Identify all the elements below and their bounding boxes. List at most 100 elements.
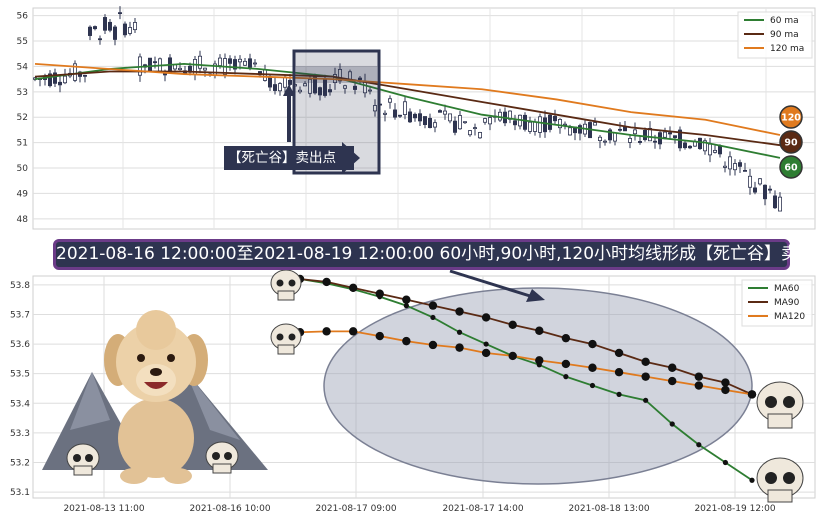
up-arrow-icon bbox=[283, 84, 295, 96]
candle-body bbox=[703, 140, 708, 152]
bottom-y-tick-label: 53.7 bbox=[10, 310, 30, 320]
bottom-ma-line-1 bbox=[299, 278, 753, 396]
candle-body bbox=[247, 58, 252, 68]
candle-body bbox=[417, 113, 422, 122]
pointer-arrow-shaft bbox=[449, 269, 531, 298]
pointer-arrow-icon bbox=[526, 289, 545, 302]
candle-body bbox=[392, 109, 397, 118]
top-chart: 48 49 50 51 52 53 54 55 56 60 ma 90 ma 120 ma 12… bbox=[17, 6, 816, 230]
candle-body bbox=[482, 118, 487, 123]
top-y-tick-label: 49 bbox=[17, 189, 29, 199]
candle-body bbox=[93, 26, 98, 30]
candle-body bbox=[282, 76, 287, 88]
top-y-tick-label: 52 bbox=[17, 113, 28, 123]
bottom-ma-point-2 bbox=[508, 351, 517, 361]
top-y-tick-label: 51 bbox=[17, 139, 28, 149]
candle-body bbox=[127, 27, 132, 34]
skull-icon bbox=[270, 269, 302, 301]
bottom-ma-point-1 bbox=[322, 277, 331, 287]
bottom-ma-point-1 bbox=[668, 363, 677, 372]
bottom-ma-point-2 bbox=[747, 390, 757, 399]
bottom-x-tick-label: 2021-08-16 10:00 bbox=[189, 504, 270, 514]
bottom-ma-point-1 bbox=[561, 333, 571, 343]
candle-body bbox=[568, 127, 573, 136]
candle-body bbox=[603, 140, 608, 143]
bottom-x-ticks: 2021-08-13 11:00 2021-08-16 10:00 2021-08-… bbox=[63, 504, 775, 514]
bottom-ma-point-1 bbox=[348, 283, 358, 293]
bottom-ma-point-1 bbox=[481, 313, 491, 322]
candle-body bbox=[242, 60, 247, 66]
legend-60ma: 60 ma bbox=[770, 16, 799, 26]
bottom-ma-point-2 bbox=[322, 327, 331, 336]
bottom-ma-point-0 bbox=[722, 459, 729, 466]
candle-body bbox=[723, 165, 728, 168]
candle-body bbox=[232, 59, 237, 70]
candle-body bbox=[83, 74, 88, 77]
candle-body bbox=[152, 61, 157, 64]
candle-body bbox=[202, 67, 207, 71]
bottom-ma-point-0 bbox=[456, 329, 463, 335]
candle-body bbox=[118, 12, 123, 15]
candle-body bbox=[317, 87, 322, 96]
bottom-ma-point-2 bbox=[455, 343, 464, 352]
bottom-x-tick-label: 2021-08-17 14:00 bbox=[442, 504, 523, 514]
badge-120-label: 120 bbox=[781, 113, 801, 124]
candle-body bbox=[708, 143, 713, 156]
candle-body bbox=[688, 145, 693, 149]
top-ma-line-0 bbox=[34, 62, 781, 159]
candle-body bbox=[103, 17, 108, 31]
top-y-tick-label: 55 bbox=[17, 37, 28, 47]
bottom-ma-point-2 bbox=[588, 363, 597, 372]
candle-body bbox=[108, 21, 113, 31]
candle-body bbox=[763, 184, 768, 200]
candle-body bbox=[733, 163, 738, 171]
candle-body bbox=[382, 112, 387, 115]
candle-body bbox=[197, 55, 202, 69]
candle-body bbox=[538, 116, 543, 133]
top-y-ticks: 48 49 50 51 52 53 54 55 56 bbox=[17, 12, 29, 225]
legend-ma60: MA60 bbox=[774, 284, 800, 294]
candle-body bbox=[643, 130, 648, 141]
bottom-ma-point-2 bbox=[721, 385, 730, 395]
bottom-ma-point-1 bbox=[508, 320, 517, 330]
legend-90ma: 90 ma bbox=[770, 30, 799, 40]
bottom-ma-point-0 bbox=[589, 382, 596, 389]
death-valley-band bbox=[296, 66, 377, 83]
candle-body bbox=[533, 121, 538, 132]
candle-body bbox=[123, 23, 128, 36]
candle-body bbox=[352, 85, 357, 90]
candle-body bbox=[372, 105, 377, 112]
candle-body bbox=[237, 58, 242, 63]
bottom-ma-point-2 bbox=[614, 368, 624, 377]
candle-body bbox=[673, 135, 678, 138]
bottom-ma-point-2 bbox=[375, 331, 384, 341]
skull-icon bbox=[270, 323, 302, 355]
top-ma-line-2 bbox=[34, 62, 781, 136]
skull-icon bbox=[66, 443, 100, 476]
candle-body bbox=[367, 89, 372, 92]
candles bbox=[33, 6, 783, 212]
candle-body bbox=[487, 117, 492, 125]
candle-body bbox=[648, 127, 653, 142]
candle-body bbox=[523, 114, 528, 130]
candle-body bbox=[768, 188, 773, 191]
candle-body bbox=[698, 137, 703, 150]
candle-body bbox=[147, 57, 152, 72]
candle-body bbox=[113, 26, 118, 40]
candle-body bbox=[307, 79, 312, 94]
candle-body bbox=[593, 122, 598, 126]
candle-body bbox=[743, 169, 748, 172]
candle-body bbox=[718, 145, 723, 155]
bottom-x-tick-label: 2021-08-17 09:00 bbox=[315, 504, 396, 514]
bottom-ma-point-1 bbox=[375, 289, 384, 298]
candle-body bbox=[543, 117, 548, 133]
bottom-y-tick-label: 53.1 bbox=[10, 488, 30, 498]
bottom-ma-point-2 bbox=[668, 376, 677, 386]
end-badges: 120 90 60 bbox=[779, 105, 803, 179]
candle-body bbox=[302, 83, 307, 87]
bottom-ma-point-2 bbox=[641, 372, 650, 381]
bottom-y-ticks: 53.1 53.2 53.3 53.4 53.5 53.6 53.7 53.8 bbox=[10, 281, 30, 498]
candle-body bbox=[452, 120, 457, 133]
legend-120ma: 120 ma bbox=[770, 44, 804, 54]
candle-body bbox=[162, 73, 167, 76]
